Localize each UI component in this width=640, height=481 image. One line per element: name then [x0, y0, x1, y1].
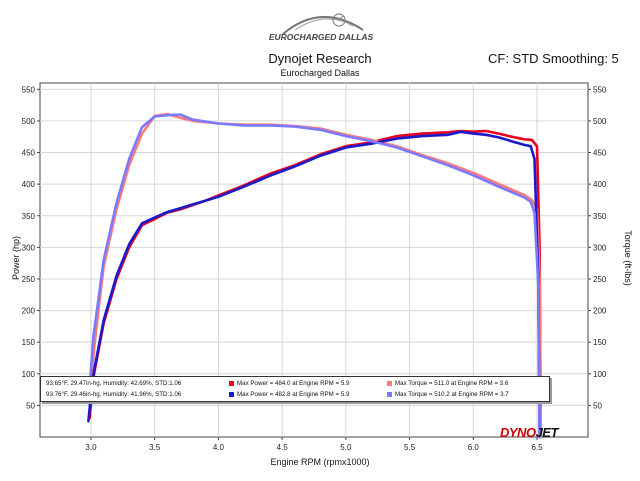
legend-max-torque: Max Torque = 510.2 at Engine RPM = 3.7 [395, 391, 509, 398]
correction-factor-label: CF: STD Smoothing: 5 [488, 51, 619, 66]
series-layer [87, 112, 543, 439]
y-tick-label-right: 400 [593, 180, 607, 189]
legend-row-2: 93.76°F, 29.46in-hg, Humidity: 41.96%, S… [41, 389, 549, 400]
series-line-power-run2 [87, 130, 541, 439]
legend-power-swatch [229, 389, 234, 400]
legend-conditions: 93.76°F, 29.46in-hg, Humidity: 41.96%, S… [46, 391, 182, 398]
x-axis: 3.0 3.5 4.0 4.5 5.0 5.5 6.0 6.5 [85, 437, 543, 452]
series-line-torque-run2 [87, 113, 541, 439]
dynojet-logo: DYNOJET [500, 425, 558, 440]
chart-subtitle: Eurocharged Dallas [280, 68, 360, 78]
y-tick-label-left: 150 [22, 338, 36, 347]
y-tick-label-left: 200 [22, 307, 36, 316]
legend-conditions: 93.65°F, 29.47in-hg, Humidity: 42.69%, S… [46, 380, 182, 387]
legend: 93.65°F, 29.47in-hg, Humidity: 42.69%, S… [40, 376, 550, 402]
y-tick-label-left: 550 [22, 85, 36, 94]
y-tick-label-right: 500 [593, 117, 607, 126]
x-tick-label: 3.5 [149, 443, 161, 452]
y-tick-label-right: 50 [593, 401, 602, 410]
y-axis-right: 50 100 150 200 250 300 350 400 450 500 550 [588, 85, 607, 410]
x-tick-label: 4.5 [277, 443, 289, 452]
x-tick-label: 5.5 [404, 443, 416, 452]
y-tick-label-right: 200 [593, 307, 607, 316]
y-tick-label-right: 150 [593, 338, 607, 347]
legend-max-power: Max Power = 484.0 at Engine RPM = 5.9 [237, 380, 350, 387]
y-tick-label-left: 450 [22, 149, 36, 158]
x-tick-label: 5.0 [340, 443, 352, 452]
y-axis-left: 50 100 150 200 250 300 350 400 450 500 550 [22, 85, 40, 410]
x-tick-label: 6.0 [468, 443, 480, 452]
legend-power-swatch [229, 378, 234, 389]
legend-max-power: Max Power = 482.8 at Engine RPM = 5.9 [237, 391, 350, 398]
x-tick-label: 6.5 [531, 443, 543, 452]
y-tick-label-left: 300 [22, 243, 36, 252]
y-tick-label-left: 250 [22, 275, 36, 284]
x-axis-label: Engine RPM (rpmx1000) [270, 457, 370, 467]
y-tick-label-left: 50 [26, 401, 35, 410]
y-tick-label-right: 550 [593, 85, 607, 94]
legend-torque-swatch [387, 378, 392, 389]
x-tick-label: 3.0 [85, 443, 97, 452]
y-axis-label-left: Power (hp) [11, 235, 22, 281]
x-tick-label: 4.0 [213, 443, 225, 452]
y-axis-label-right: Torque (ft-lbs) [622, 230, 633, 286]
y-tick-label-left: 100 [22, 370, 36, 379]
y-tick-label-left: 500 [22, 117, 36, 126]
legend-row-1: 93.65°F, 29.47in-hg, Humidity: 42.69%, S… [41, 378, 549, 389]
legend-max-torque: Max Torque = 511.0 at Engine RPM = 3.6 [395, 380, 509, 387]
y-tick-label-right: 300 [593, 243, 607, 252]
y-tick-label-right: 450 [593, 149, 607, 158]
eurocharged-logo: EUROCHARGED DALLAS [269, 13, 374, 42]
chart-title: Dynojet Research [268, 51, 372, 66]
y-tick-label-right: 100 [593, 370, 607, 379]
y-tick-label-right: 350 [593, 212, 607, 221]
y-tick-label-right: 250 [593, 275, 607, 284]
logo-text: EUROCHARGED DALLAS [269, 32, 374, 42]
legend-torque-swatch [387, 389, 392, 400]
y-tick-label-left: 350 [22, 212, 36, 221]
y-tick-label-left: 400 [22, 180, 36, 189]
